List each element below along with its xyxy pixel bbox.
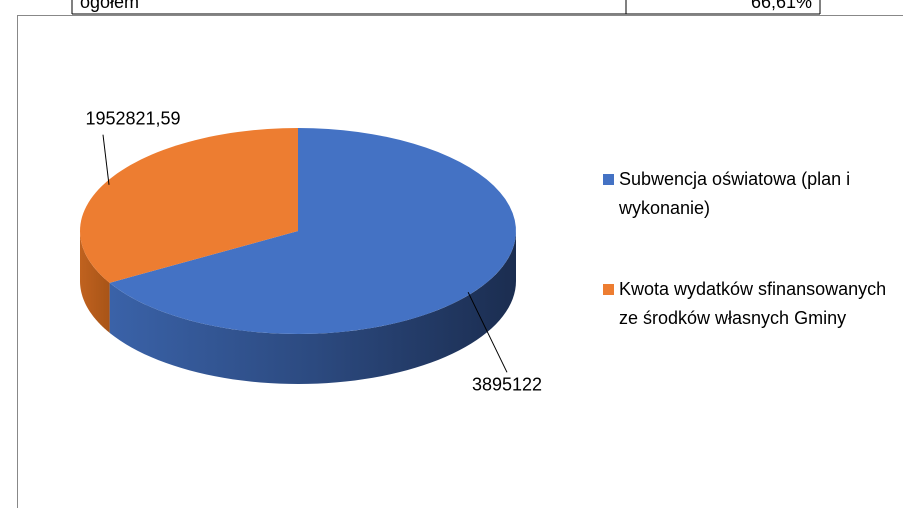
legend-item: Subwencja oświatowa (plan i wykonanie) xyxy=(600,165,903,223)
legend-label: Subwencja oświatowa (plan i wykonanie) xyxy=(619,169,851,218)
legend-swatch xyxy=(603,284,614,295)
slice xyxy=(109,128,516,334)
table-cell: 66,61% xyxy=(751,0,812,12)
leader-line xyxy=(467,291,508,373)
chart-frame xyxy=(17,15,903,508)
slice-side xyxy=(109,231,516,384)
table-cell: ogółem xyxy=(80,0,139,12)
data-label: 3895122 xyxy=(472,374,542,394)
slice xyxy=(80,128,298,283)
slice-side xyxy=(80,231,110,333)
legend-label: Kwota wydatków sfinansowanych ze środków… xyxy=(619,279,887,328)
leader-line xyxy=(102,134,110,185)
legend-item: Kwota wydatków sfinansowanych ze środków… xyxy=(600,275,903,333)
legend-swatch xyxy=(603,174,614,185)
data-label: 1952821,59 xyxy=(85,109,180,129)
